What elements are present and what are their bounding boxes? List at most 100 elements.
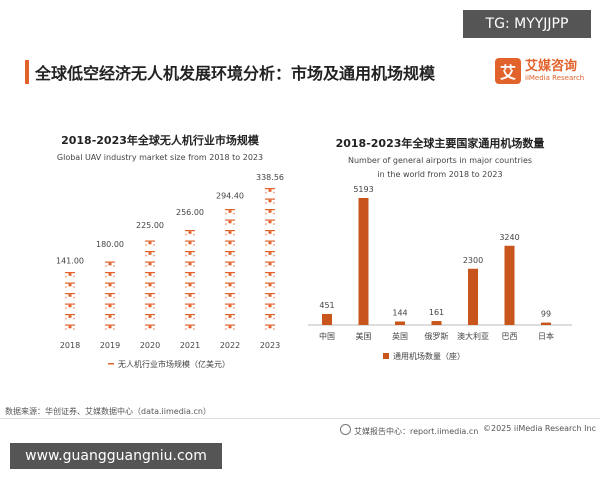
drone-rotor-bar	[145, 303, 155, 305]
drone-rotor-bar	[105, 272, 115, 274]
uav-chart-title: 2018-2023年全球无人机行业市场规模	[61, 133, 260, 147]
drone-icon	[225, 282, 235, 288]
drone-leg-right	[113, 328, 115, 330]
drone-rotor-bar	[105, 303, 115, 305]
report-center[interactable]: 艾媒报告中心：report.iimedia.cn	[340, 424, 478, 437]
title-accent-bar	[25, 60, 29, 84]
drone-leg-left	[105, 307, 107, 309]
drone-leg-left	[185, 296, 187, 299]
drone-body	[228, 315, 232, 318]
drone-rotor-bar	[65, 293, 75, 295]
drone-body	[268, 315, 272, 318]
drone-rotor-bar	[105, 293, 115, 295]
airport-data-label: 144	[392, 308, 407, 317]
airport-chart-subtitle-line2: in the world from 2018 to 2023	[377, 170, 502, 179]
drone-leg-right	[233, 212, 235, 215]
drone-rotor-bar	[265, 272, 275, 274]
drone-rotor-bar	[265, 314, 275, 316]
drone-icon	[105, 272, 115, 278]
drone-icon	[225, 303, 235, 309]
drone-body	[228, 252, 232, 255]
drone-body	[108, 294, 112, 297]
drone-rotor-bar	[65, 303, 75, 305]
drone-leg-right	[273, 328, 275, 330]
airport-chart-title: 2018-2023年全球主要国家通用机场数量	[336, 136, 545, 150]
drone-icon	[65, 293, 75, 299]
drone-rotor-bar	[145, 240, 155, 242]
drone-rotor-bar	[105, 324, 115, 326]
drone-body	[188, 325, 192, 329]
logo-name-en: iiMedia Research	[525, 74, 585, 82]
drone-rotor-bar	[65, 282, 75, 284]
drone-leg-right	[73, 296, 75, 299]
drone-icon	[145, 240, 155, 246]
drone-leg-left	[145, 254, 147, 257]
drone-body	[228, 304, 232, 308]
drone-rotor-bar	[225, 251, 235, 253]
drone-icon	[105, 282, 115, 288]
drone-body	[268, 283, 272, 287]
drone-leg-right	[153, 328, 155, 330]
drone-icon	[185, 282, 195, 288]
drone-leg-right	[153, 275, 155, 278]
drone-icon	[105, 303, 115, 309]
drone-leg-left	[105, 275, 107, 278]
drone-body	[228, 273, 232, 276]
drone-rotor-bar	[105, 261, 115, 263]
header: 全球低空经济无人机发展环境分析：市场及通用机场规模 艾 艾媒咨询 iiMedia…	[0, 50, 600, 94]
uav-market-chart-svg: 2018-2023年全球无人机行业市场规模 Global UAV industry…	[56, 133, 284, 369]
drone-leg-left	[225, 223, 227, 225]
drone-rotor-bar	[265, 261, 275, 263]
drone-icon	[265, 251, 275, 257]
drone-body	[268, 189, 272, 192]
drone-leg-right	[113, 296, 115, 299]
drone-leg-left	[145, 244, 147, 246]
drone-leg-right	[73, 275, 75, 278]
drone-body	[228, 231, 232, 234]
drone-leg-left	[265, 212, 267, 215]
drone-leg-left	[265, 317, 267, 320]
logo-text: 艾媒咨询 iiMedia Research	[525, 60, 584, 82]
drone-leg-right	[233, 265, 235, 267]
drone-rotor-bar	[65, 324, 75, 326]
drone-rotor-bar	[145, 293, 155, 295]
airport-data-label: 5193	[353, 185, 373, 194]
drone-icon	[185, 324, 195, 330]
drone-body	[188, 252, 192, 255]
drone-icon	[185, 251, 195, 257]
airport-data-label: 161	[429, 308, 444, 317]
drone-leg-right	[113, 265, 115, 267]
drone-icon	[65, 303, 75, 309]
drone-icon	[145, 303, 155, 309]
drone-leg-left	[65, 307, 67, 309]
airport-bar	[322, 313, 332, 325]
drone-body	[188, 304, 192, 308]
drone-rotor-bar	[185, 240, 195, 242]
drone-body	[188, 283, 192, 287]
drone-leg-right	[193, 296, 195, 299]
drone-leg-right	[153, 317, 155, 320]
drone-icon	[145, 314, 155, 320]
drone-rotor-bar	[185, 303, 195, 305]
drone-leg-left	[105, 265, 107, 267]
drone-body	[188, 315, 192, 318]
drone-body	[68, 304, 72, 308]
drone-leg-left	[225, 244, 227, 246]
drone-leg-left	[265, 265, 267, 267]
drone-icon	[145, 261, 155, 267]
drone-leg-right	[273, 254, 275, 257]
drone-leg-left	[225, 317, 227, 320]
drone-leg-right	[233, 275, 235, 278]
airport-bar	[541, 322, 551, 325]
drone-icon	[265, 230, 275, 236]
drone-icon	[225, 314, 235, 320]
drone-rotor-bar	[265, 219, 275, 221]
airport-count-chart: 2018-2023年全球主要国家通用机场数量 Number of general …	[300, 130, 590, 380]
drone-icon	[265, 272, 275, 278]
drone-rotor-bar	[225, 240, 235, 242]
drone-leg-left	[105, 317, 107, 320]
drone-icon	[225, 272, 235, 278]
drone-leg-left	[145, 265, 147, 267]
airport-legend-swatch	[383, 353, 389, 359]
drone-rotor-bar	[265, 209, 275, 211]
